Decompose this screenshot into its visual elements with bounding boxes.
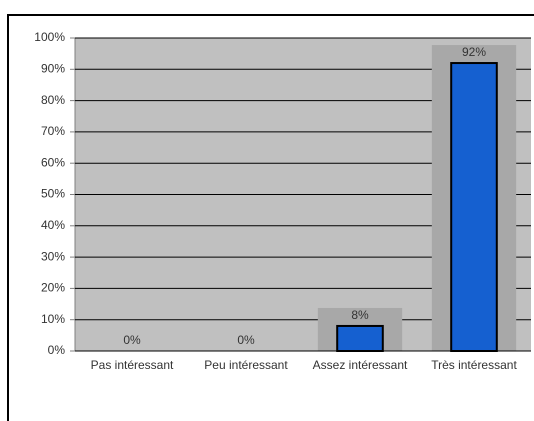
y-tick-label: 100% <box>34 30 65 44</box>
value-label: 8% <box>351 308 369 322</box>
x-tick-label: Très intéressant <box>431 358 517 372</box>
y-tick-label: 30% <box>41 249 65 263</box>
value-label: 0% <box>123 333 141 347</box>
value-label: 0% <box>237 333 255 347</box>
y-tick-label: 50% <box>41 187 65 201</box>
y-tick-label: 40% <box>41 218 65 232</box>
bar <box>450 62 498 352</box>
y-tick-label: 80% <box>41 93 65 107</box>
y-tick-label: 10% <box>41 312 65 326</box>
y-tick-label: 0% <box>48 343 66 357</box>
x-tick-container: Pas intéressant <box>90 358 174 372</box>
x-tick-label: Peu intéressant <box>204 358 288 372</box>
y-tick-label: 90% <box>41 61 65 75</box>
y-tick-label: 70% <box>41 124 65 138</box>
x-tick-container: Très intéressant <box>431 358 517 372</box>
bar <box>336 324 384 352</box>
x-tick-label: Assez intéressant <box>312 358 408 372</box>
x-tick-label: Pas intéressant <box>90 358 174 372</box>
value-label: 92% <box>462 45 486 59</box>
y-tick-label: 20% <box>41 281 65 295</box>
x-tick-container: Assez intéressant <box>312 358 408 372</box>
x-tick-container: Peu intéressant <box>204 358 288 372</box>
y-tick-label: 60% <box>41 155 65 169</box>
